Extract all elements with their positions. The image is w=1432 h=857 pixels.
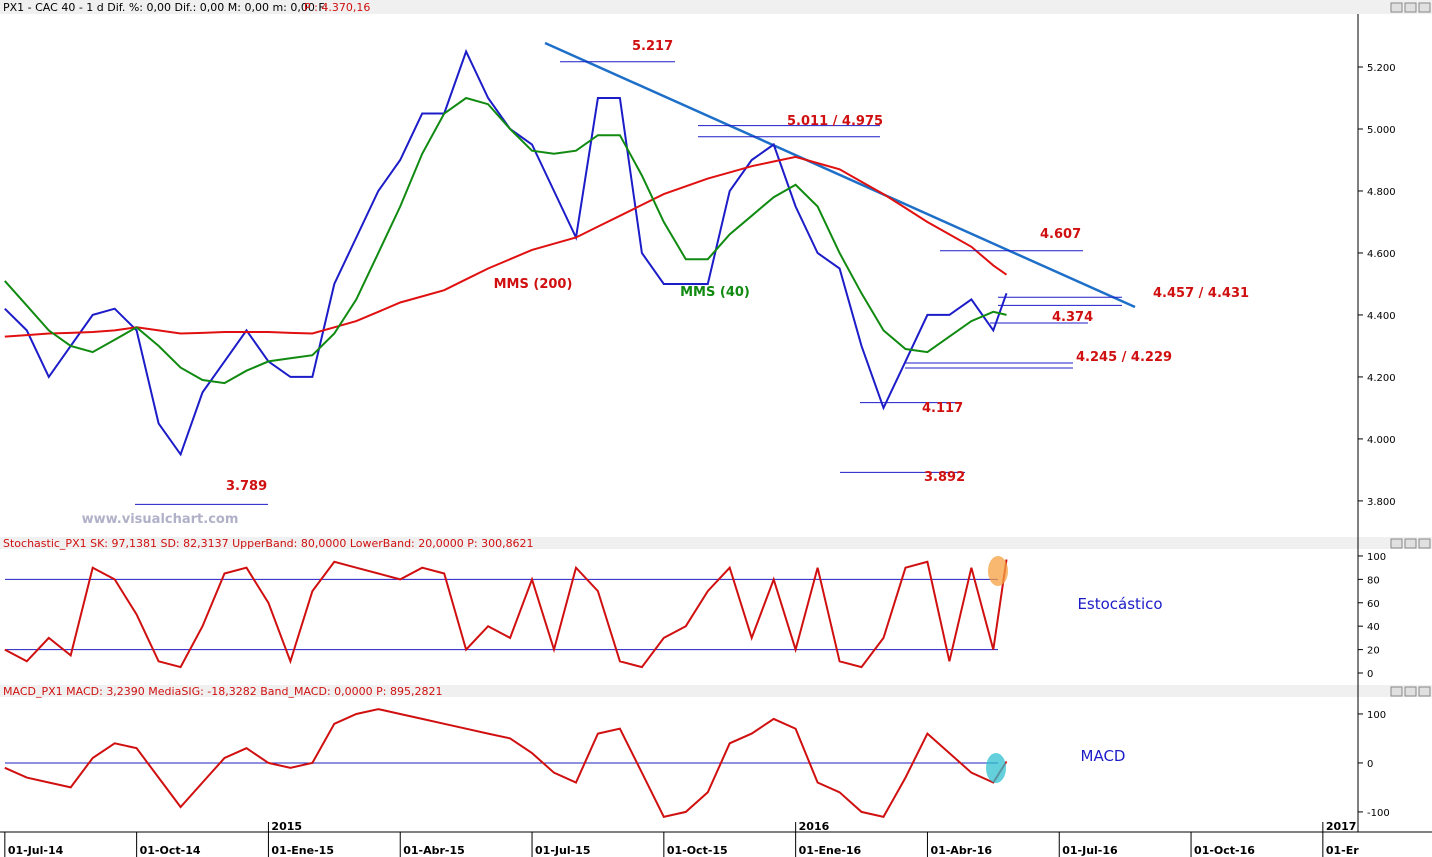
- header-bar: [0, 0, 1432, 14]
- window-buttons[interactable]: [1390, 2, 1431, 697]
- max-button[interactable]: [1404, 2, 1417, 13]
- series-label: MMS (200): [494, 277, 573, 292]
- max-button[interactable]: [1404, 538, 1417, 549]
- year-label: 2017: [1326, 820, 1357, 833]
- series-line: [4, 155, 1008, 338]
- y-tick-label: 3.800: [1367, 497, 1396, 508]
- max-button[interactable]: [1404, 686, 1417, 697]
- y-tick-label: 4.600: [1367, 249, 1396, 260]
- watermark: www.visualchart.com: [82, 512, 239, 527]
- y-tick-label: 5.000: [1367, 125, 1396, 136]
- x-tick-label: 01-Abr-15: [403, 844, 465, 857]
- x-tick-label: 01-Er: [1326, 844, 1359, 857]
- level-label: 4.457 / 4.431: [1153, 286, 1249, 301]
- year-label: 2015: [271, 820, 302, 833]
- series-line: [4, 96, 1007, 385]
- macd-title: MACD_PX1 MACD: 3,2390 MediaSIG: -18,3282…: [3, 685, 442, 698]
- macd-header-bar: [0, 685, 1432, 697]
- close-button[interactable]: [1418, 686, 1431, 697]
- y-tick-label: 60: [1367, 599, 1380, 610]
- trend-line: [544, 41, 1136, 309]
- level-label: 5.217: [632, 39, 673, 54]
- close-button[interactable]: [1418, 2, 1431, 13]
- header-price: P : 4.370,16: [304, 1, 370, 14]
- highlight: [988, 556, 1008, 586]
- level-label: 3.789: [226, 479, 267, 494]
- series-line: [4, 708, 1008, 818]
- x-tick-label: 01-Abr-16: [930, 844, 992, 857]
- x-tick-label: 01-Jul-14: [8, 844, 64, 857]
- y-tick-label: 5.200: [1367, 63, 1396, 74]
- y-tick-label: 4.800: [1367, 187, 1396, 198]
- x-tick-label: 01-Ene-15: [271, 844, 334, 857]
- year-label: 2016: [799, 820, 830, 833]
- y-tick-label: -100: [1367, 808, 1390, 819]
- y-tick-label: 0: [1367, 669, 1373, 680]
- min-button[interactable]: [1390, 538, 1403, 549]
- level-label: 4.607: [1040, 227, 1081, 242]
- x-tick-label: 01-Jul-16: [1062, 844, 1118, 857]
- y-tick-label: 80: [1367, 575, 1380, 586]
- stoch-header-bar: [0, 537, 1432, 549]
- close-button[interactable]: [1418, 538, 1431, 549]
- series-line: [4, 559, 1008, 669]
- y-tick-label: 100: [1367, 552, 1386, 563]
- level-label: 4.374: [1052, 310, 1093, 325]
- level-label: 4.117: [922, 401, 963, 416]
- min-button[interactable]: [1390, 2, 1403, 13]
- header-symbol: PX1 - CAC 40 - 1 d Dif. %: 0,00 Dif.: 0,…: [3, 1, 328, 14]
- x-tick-label: 01-Oct-14: [140, 844, 201, 857]
- panel-label: Estocástico: [1077, 595, 1162, 613]
- min-button[interactable]: [1390, 686, 1403, 697]
- level-label: 3.892: [924, 470, 965, 485]
- y-tick-label: 4.200: [1367, 373, 1396, 384]
- series-label: MMS (40): [680, 285, 750, 300]
- x-tick-label: 01-Jul-15: [535, 844, 590, 857]
- panel-label: MACD: [1081, 747, 1126, 765]
- stoch-title: Stochastic_PX1 SK: 97,1381 SD: 82,3137 U…: [3, 537, 534, 550]
- x-tick-label: 01-Ene-16: [799, 844, 862, 857]
- y-tick-label: 4.400: [1367, 311, 1396, 322]
- level-label: 5.011 / 4.975: [787, 114, 883, 129]
- y-tick-label: 0: [1367, 759, 1373, 770]
- level-label: 4.245 / 4.229: [1076, 350, 1172, 365]
- highlight: [986, 753, 1006, 783]
- y-tick-label: 20: [1367, 646, 1380, 657]
- y-tick-label: 40: [1367, 622, 1380, 633]
- y-tick-label: 4.000: [1367, 435, 1396, 446]
- x-tick-label: 01-Oct-16: [1194, 844, 1255, 857]
- x-tick-label: 01-Oct-15: [667, 844, 728, 857]
- y-tick-label: 100: [1367, 710, 1386, 721]
